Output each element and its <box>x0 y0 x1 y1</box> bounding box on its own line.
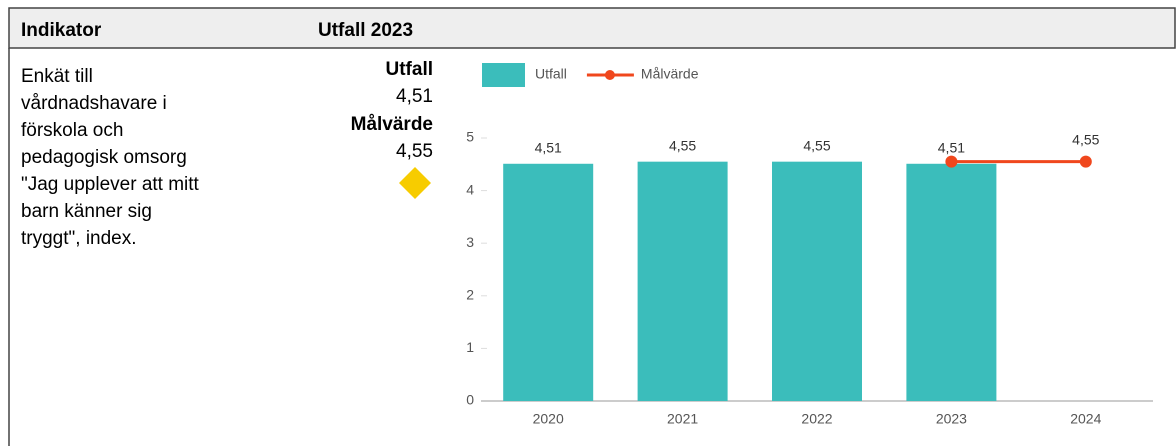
y-tick-label: 5 <box>466 129 474 145</box>
outcome-label: Utfall <box>386 59 434 80</box>
bar-value-label: 4,55 <box>803 137 830 153</box>
x-tick-label: 2024 <box>1070 411 1101 427</box>
bar <box>906 163 997 401</box>
outcome-value: 4,51 <box>396 86 433 107</box>
target-value: 4,55 <box>396 141 433 162</box>
y-tick-label: 3 <box>466 234 474 250</box>
y-tick-label: 0 <box>466 392 474 408</box>
bar <box>772 161 862 401</box>
x-tick-label: 2020 <box>533 411 564 427</box>
status-diamond <box>399 167 431 199</box>
header-row <box>8 7 1176 49</box>
bar <box>637 161 728 401</box>
y-tick-label: 1 <box>466 339 474 355</box>
target-point <box>1079 155 1092 168</box>
target-point <box>945 155 958 168</box>
y-tick-label: 4 <box>466 181 474 197</box>
bar-value-label: 4,51 <box>535 139 562 155</box>
legend-swatch <box>604 70 615 80</box>
x-tick-label: 2023 <box>936 411 967 427</box>
header-outcome: Utfall 2023 <box>318 20 413 41</box>
bar <box>503 163 594 401</box>
indicator-text: Enkät till vårdnadshavare i förskola och… <box>21 66 199 249</box>
x-tick-label: 2022 <box>801 411 832 427</box>
bar-value-label: 4,55 <box>669 137 696 153</box>
bar-value-label: 4,51 <box>938 139 965 155</box>
target-label: Målvärde <box>351 114 433 135</box>
legend-label: Utfall <box>535 66 567 82</box>
y-tick-label: 2 <box>466 287 474 303</box>
x-tick-label: 2021 <box>667 411 698 427</box>
line-value-label: 4,55 <box>1072 131 1099 147</box>
header-indicator: Indikator <box>21 20 102 41</box>
legend-swatch <box>482 63 525 87</box>
legend-label: Målvärde <box>641 66 699 82</box>
